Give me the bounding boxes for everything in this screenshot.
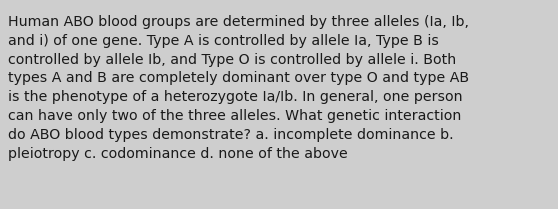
Text: Human ABO blood groups are determined by three alleles (Ia, Ib,
and i) of one ge: Human ABO blood groups are determined by…	[8, 15, 469, 161]
